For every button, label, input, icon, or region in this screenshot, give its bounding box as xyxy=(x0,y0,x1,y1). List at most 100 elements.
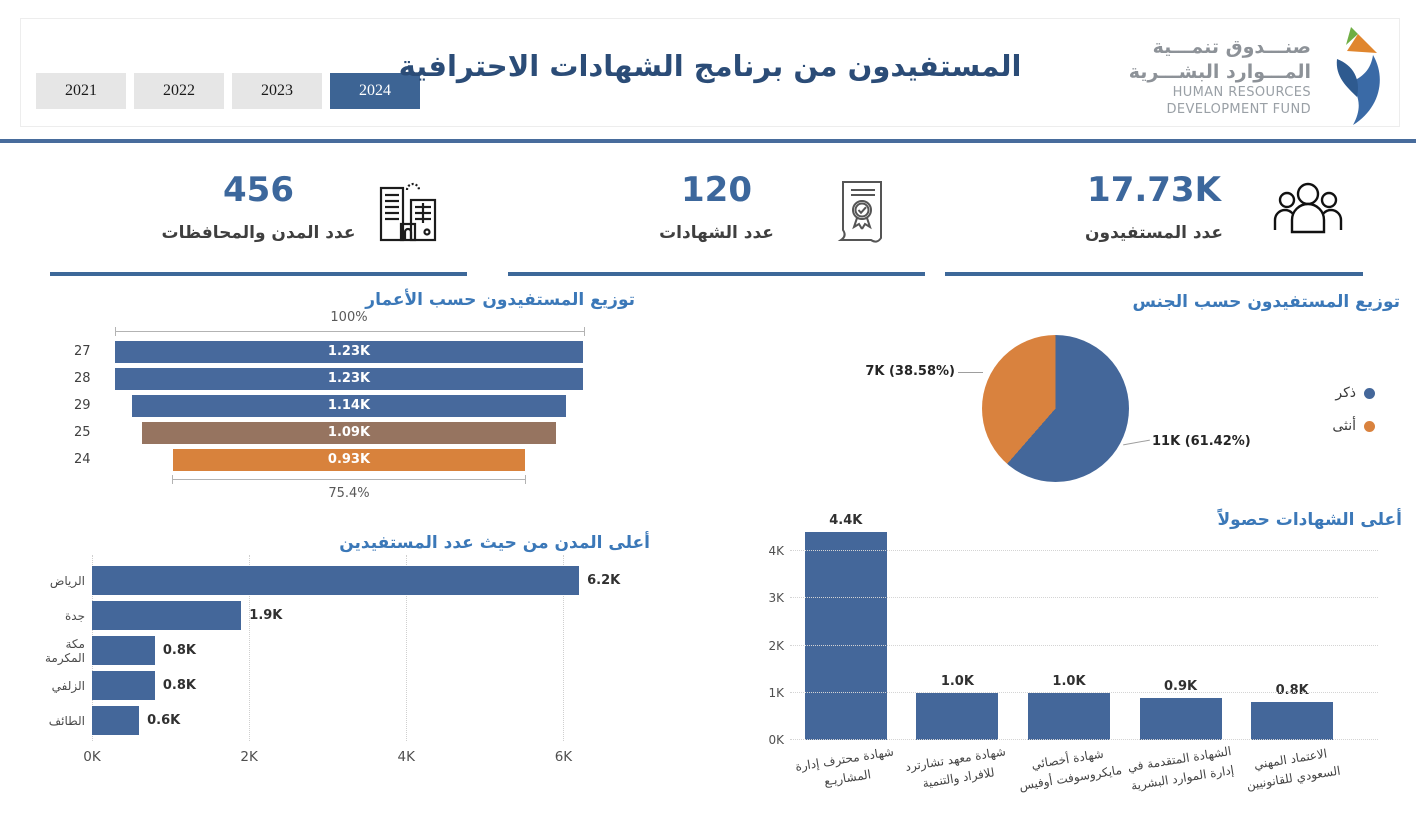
legend-item[interactable]: أنثى xyxy=(1270,418,1375,434)
city-row: جدة 1.9K xyxy=(65,598,642,633)
city-bar[interactable] xyxy=(92,566,580,595)
funnel-top-percent: 100% xyxy=(330,310,368,325)
city-bar-value: 1.9K xyxy=(249,608,283,623)
kpi-cities-label: عدد المدن والمحافظات xyxy=(161,223,356,243)
year-button-2024[interactable]: 2024 xyxy=(330,73,420,109)
certificates-chart-title: أعلى الشهادات حصولاً xyxy=(1217,510,1403,530)
page-title: المستفيدون من برنامج الشهادات الاحترافية xyxy=(398,49,1022,83)
header-divider xyxy=(0,139,1416,143)
year-button-2022[interactable]: 2022 xyxy=(134,73,224,109)
gridline xyxy=(790,550,1378,552)
funnel-bar-value: 1.23K xyxy=(327,371,371,386)
funnel-bar[interactable]: 1.14K xyxy=(132,394,566,417)
funnel-track: 1.09K xyxy=(115,419,583,446)
funnel-row: 29 1.14K xyxy=(70,392,583,419)
kpi-beneficiaries-card: 17.73K عدد المستفيدون xyxy=(945,158,1363,276)
kpi-certificates-label: عدد الشهادات xyxy=(659,223,774,243)
age-label: 29 xyxy=(74,398,91,413)
gender-pie[interactable] xyxy=(982,335,1129,482)
pie-leader-line-male xyxy=(1123,439,1150,446)
certificates-category-labels: شهادة محترف إدارة المشاريـع شهادة معهد تشا… xyxy=(790,744,1348,793)
logo-text: صنـــدوق تنمـــية المـــوارد البشـــرية … xyxy=(1129,35,1311,118)
certificate-bar[interactable] xyxy=(804,532,887,740)
age-label: 28 xyxy=(74,371,91,386)
city-bar[interactable] xyxy=(92,706,140,735)
logo-english-line2: DEVELOPMENT FUND xyxy=(1166,101,1311,117)
x-tick-label: 2K xyxy=(240,749,258,765)
legend-dot xyxy=(1364,420,1375,432)
city-bar-value: 0.8K xyxy=(162,643,196,658)
city-row: مكة المكرمة 0.8K xyxy=(45,633,642,668)
city-label: جدة xyxy=(64,608,85,623)
year-button-2023[interactable]: 2023 xyxy=(232,73,322,109)
certificate-bar[interactable] xyxy=(916,693,999,740)
hrdf-logo: صنـــدوق تنمـــية المـــوارد البشـــرية … xyxy=(1129,25,1383,129)
funnel-row: 24 0.93K xyxy=(70,446,583,473)
city-label: الزلفي xyxy=(51,678,85,693)
funnel-track: 1.23K xyxy=(115,338,583,365)
funnel-bar[interactable]: 1.23K xyxy=(115,367,583,390)
certificate-column: 1.0K xyxy=(1027,674,1110,740)
gridline xyxy=(249,555,251,741)
kpi-beneficiaries-text: 17.73K عدد المستفيدون xyxy=(945,170,1363,243)
legend-item[interactable]: ذكر xyxy=(1270,385,1375,401)
certificate-bar-value: 1.0K xyxy=(940,674,974,689)
certificate-icon xyxy=(835,178,889,248)
x-tick-label: 4K xyxy=(397,749,416,765)
city-bar[interactable] xyxy=(92,601,242,630)
hrdf-logo-icon xyxy=(1321,25,1383,129)
gridline xyxy=(790,644,1378,646)
certificate-label: الشهادة المتقدمة في إدارة الموارد البشرية xyxy=(1126,744,1235,793)
kpi-cities-value: 456 xyxy=(223,170,294,210)
funnel-bar[interactable]: 0.93K xyxy=(172,448,526,471)
certificate-label: شهادة محترف إدارة المشاريـع xyxy=(794,744,895,789)
x-tick-label: 0K xyxy=(83,749,101,765)
certificate-bar[interactable] xyxy=(1139,698,1222,740)
funnel-bottom-bracket xyxy=(171,475,527,484)
kpi-certificates-text: 120 عدد الشهادات xyxy=(508,170,925,243)
header-card: 2021 2022 2023 2024 المستفيدون من برنامج… xyxy=(20,18,1400,127)
cities-chart-title: أعلى المدن من حيث عدد المستفيدين xyxy=(339,533,650,553)
pie-label-female: 7K (38.58%) xyxy=(865,364,955,379)
cities-x-axis: 0K 2K 4K 6K xyxy=(83,749,642,769)
funnel-bar-value: 1.14K xyxy=(327,398,371,413)
funnel-row: 25 1.09K xyxy=(70,419,583,446)
age-label: 25 xyxy=(74,425,91,440)
age-distribution-chart: توزيع المستفيدون حسب الأعمار 100% 27 1.23… xyxy=(35,290,635,535)
certificate-label: شهادة معهد تشارترد للافراد والتنمية xyxy=(904,744,1008,791)
certificate-column: 0.9K xyxy=(1139,679,1222,740)
funnel-bar[interactable]: 1.23K xyxy=(115,340,583,363)
kpi-beneficiaries-label: عدد المستفيدون xyxy=(1085,223,1223,243)
certificate-bar[interactable] xyxy=(1251,702,1334,740)
funnel-bar[interactable]: 1.09K xyxy=(141,421,557,444)
funnel-row: 27 1.23K xyxy=(70,338,583,365)
funnel-bar-value: 1.23K xyxy=(327,344,371,359)
city-bar-value: 0.6K xyxy=(147,713,181,728)
legend-label: ذكر xyxy=(1335,385,1356,401)
gridline xyxy=(406,555,408,741)
y-tick-label: 4K xyxy=(768,544,784,559)
kpi-certificates-card: 120 عدد الشهادات xyxy=(508,158,925,276)
top-cities-chart: أعلى المدن من حيث عدد المستفيدين الرياض 6… xyxy=(35,533,650,805)
funnel-row: 28 1.23K xyxy=(70,365,583,392)
certificates-bars: 4.4K 1.0K 1.0K 0.9K 0.8K xyxy=(790,513,1348,740)
legend-label: أنثى xyxy=(1332,418,1356,434)
age-chart-title: توزيع المستفيدون حسب الأعمار xyxy=(365,290,635,310)
city-row: الطائف 0.6K xyxy=(49,703,642,738)
kpi-beneficiaries-value: 17.73K xyxy=(1087,170,1221,210)
certificate-bar[interactable] xyxy=(1027,693,1110,740)
city-bar[interactable] xyxy=(92,671,155,700)
kpi-cities-card: 456 عدد المدن والمحافظات xyxy=(50,158,467,276)
top-certificates-chart: أعلى الشهادات حصولاً 4.4K 1.0K 1.0K 0.9K 0.8… xyxy=(722,498,1412,813)
city-bar[interactable] xyxy=(92,636,155,665)
logo-arabic-line2: المـــوارد البشـــرية xyxy=(1128,61,1311,84)
city-row: الزلفي 0.8K xyxy=(52,668,642,703)
funnel-track: 1.14K xyxy=(115,392,583,419)
funnel-track: 1.23K xyxy=(115,365,583,392)
gridline xyxy=(790,597,1378,599)
funnel-bottom-marker-row: 75.4% xyxy=(70,473,583,501)
year-button-2021[interactable]: 2021 xyxy=(36,73,126,109)
gender-legend: ذكر أنثى xyxy=(1270,385,1375,451)
city-label: الطائف xyxy=(48,713,85,728)
